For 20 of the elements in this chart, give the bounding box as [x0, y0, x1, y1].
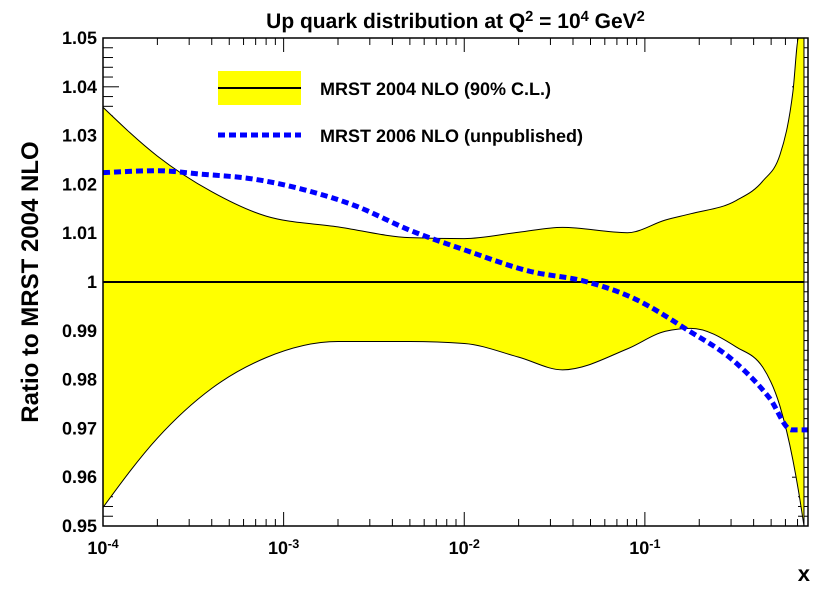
chart-title: Up quark distribution at Q$^{2}$ = 10$^{4}$ GeV$^{2}$ [266, 9, 645, 33]
y-tick-label: 1.04 [62, 76, 97, 97]
y-axis-title: Ratio to MRST 2004 NLO [17, 141, 44, 423]
y-tick-label: 0.98 [62, 370, 97, 390]
legend-label: MRST 2004 NLO (90% C.L.) [320, 79, 552, 99]
x-tick-label: 10$^{-3}$ [268, 537, 300, 558]
y-tick-label: 0.97 [62, 418, 97, 438]
x-tick-label: 10$^{-2}$ [448, 537, 480, 558]
y-tick-label: 1.02 [62, 174, 97, 194]
y-tick-label: 0.95 [62, 516, 97, 536]
x-tick-label: 10$^{-1}$ [629, 537, 660, 558]
y-tick-label: 0.99 [62, 320, 97, 341]
x-tick-label: 10$^{-4}$ [87, 537, 119, 558]
y-tick-label: 1 [86, 272, 97, 292]
legend-label: MRST 2006 NLO (unpublished) [320, 126, 584, 146]
x-axis-title: x [798, 561, 811, 586]
y-tick-label: 0.96 [62, 467, 97, 488]
y-tick-label: 1.01 [62, 223, 97, 244]
y-tick-label: 1.05 [62, 28, 97, 48]
y-tick-label: 1.03 [62, 126, 97, 146]
